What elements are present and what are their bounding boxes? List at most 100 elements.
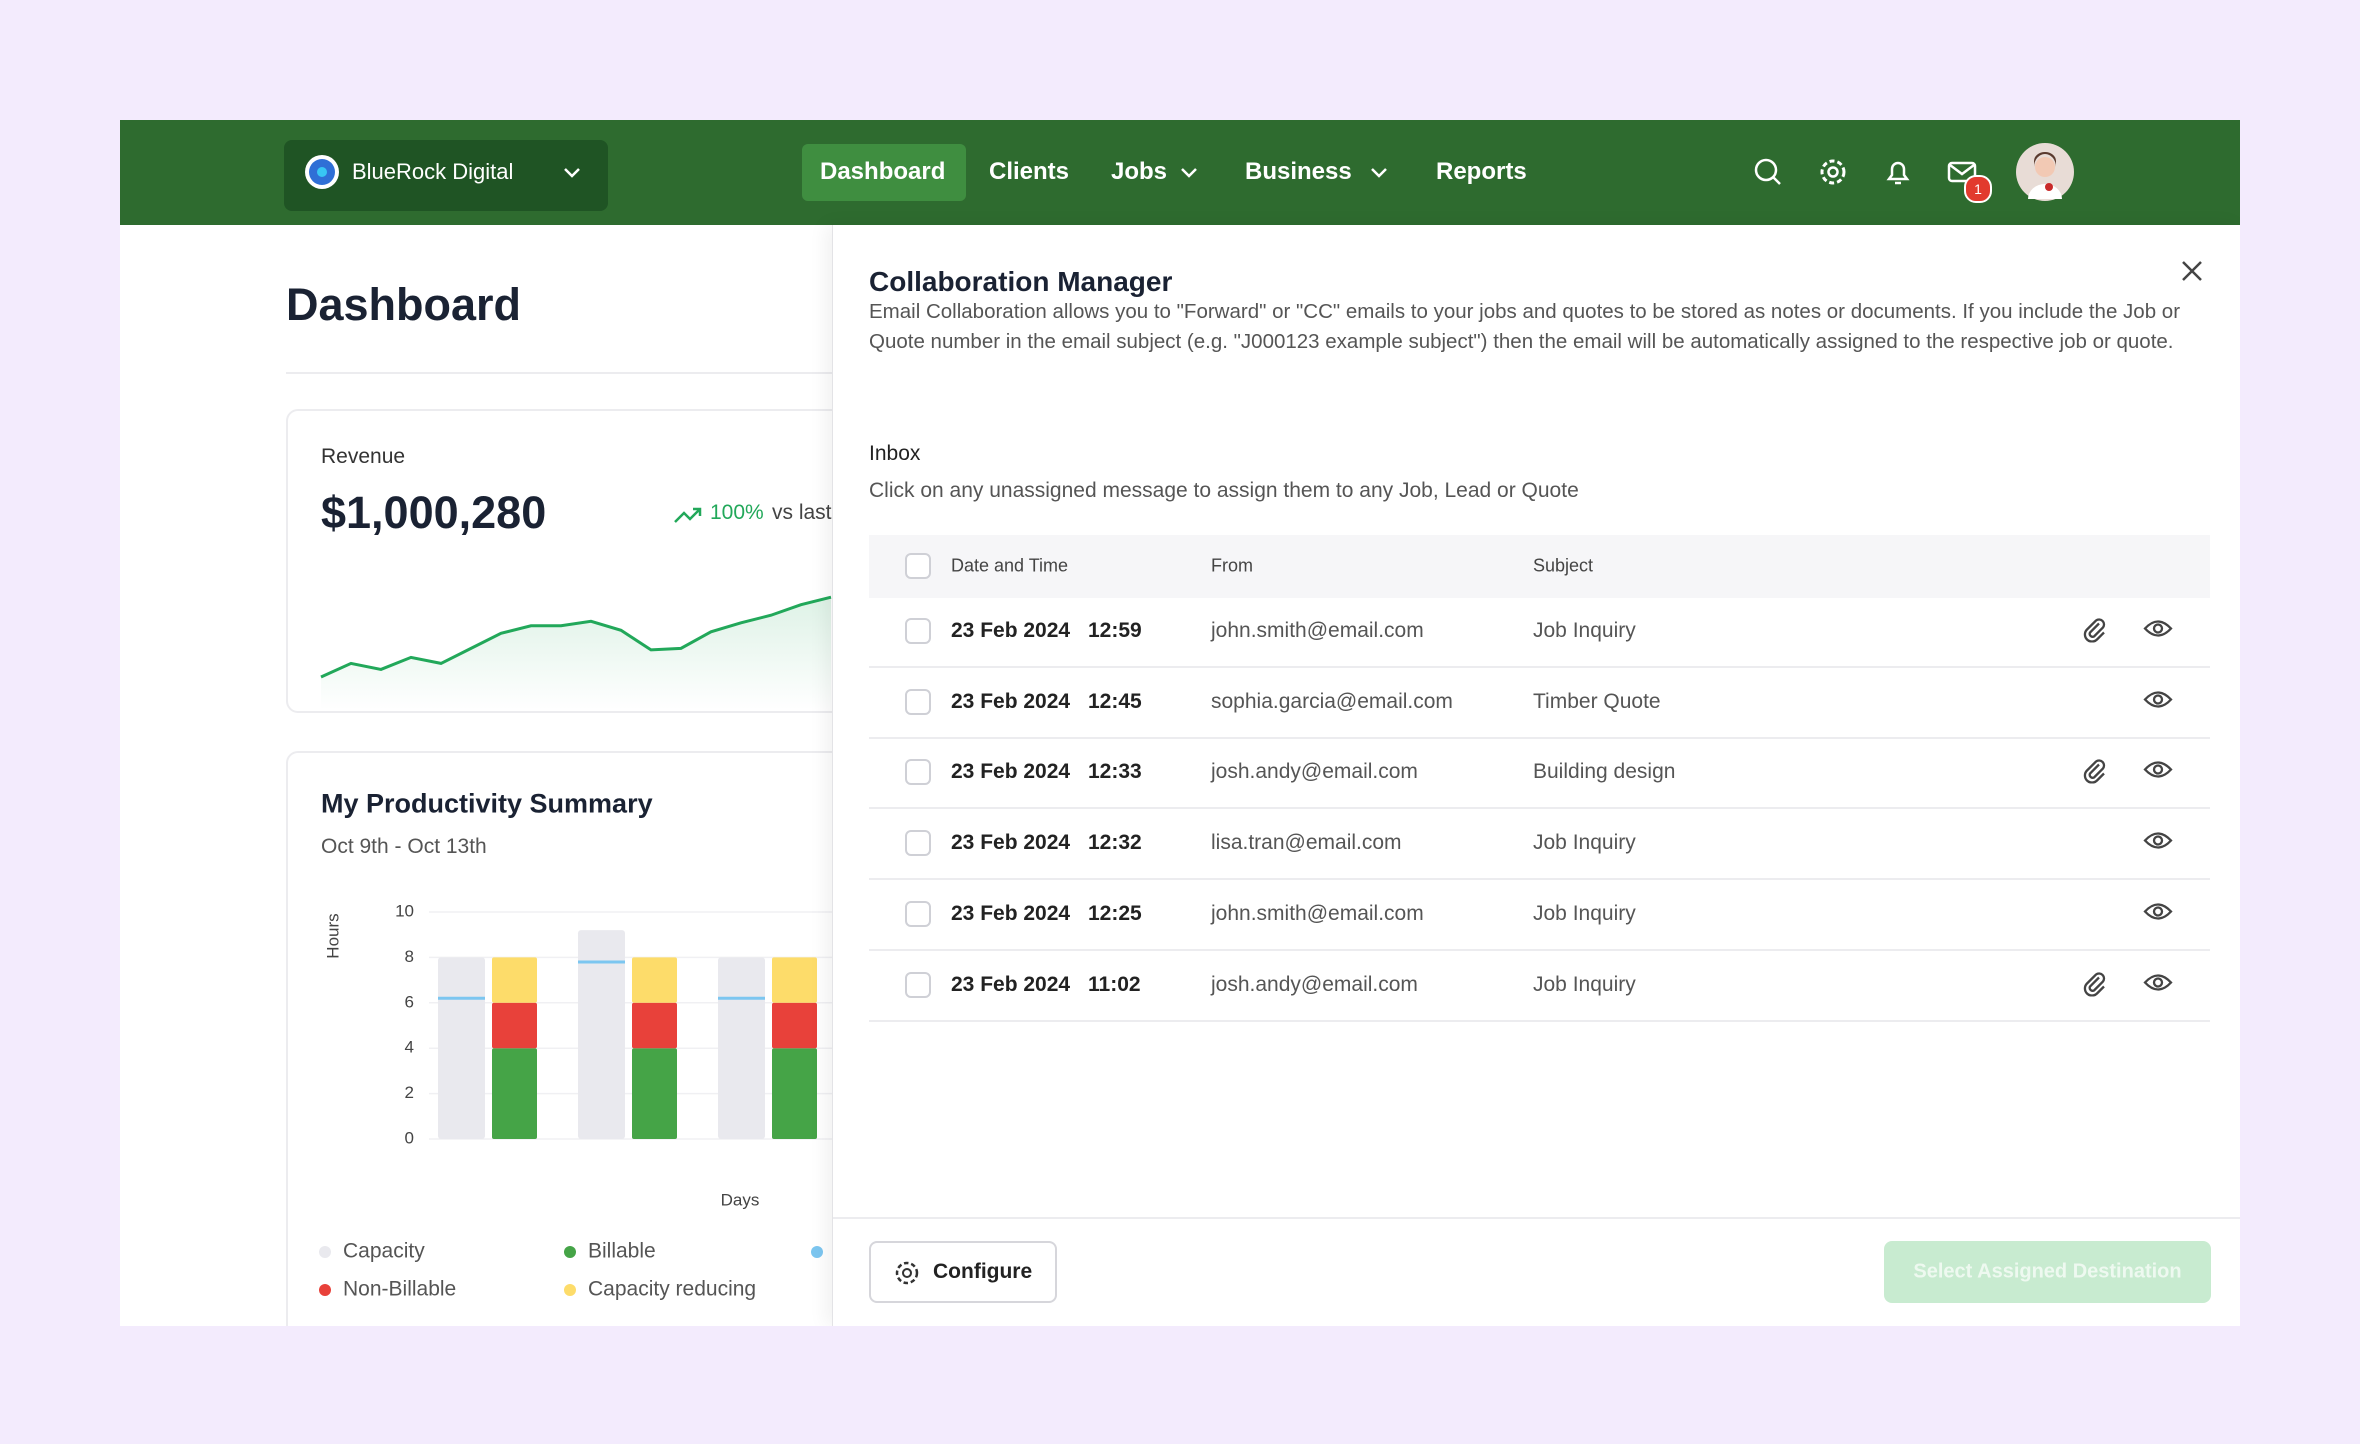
brand-logo <box>305 155 339 189</box>
top-bar: BlueRock Digital Dashboard Clients Jobs … <box>120 120 2240 225</box>
row-subject: Timber Quote <box>1533 689 1661 713</box>
settings-icon[interactable] <box>1817 156 1849 188</box>
column-header: From <box>1211 555 1253 576</box>
assign-label: Select Assigned Destination <box>1913 1260 2182 1283</box>
nav-dashboard[interactable]: Dashboard <box>820 158 946 185</box>
chevron <box>1371 168 1387 178</box>
revenue-change: 100% <box>710 501 764 524</box>
row-checkbox[interactable] <box>905 830 931 857</box>
mail-badge: 1 <box>1964 175 1992 203</box>
row-time: 12:33 <box>1088 760 1142 784</box>
row-divider <box>869 666 2210 668</box>
row-checkbox[interactable] <box>905 900 931 927</box>
revenue-compare: vs last <box>772 501 832 524</box>
configure-button[interactable]: Configure <box>869 1241 1057 1303</box>
capacity-bar <box>578 930 625 1139</box>
view-icon[interactable] <box>2143 970 2173 999</box>
row-subject: Job Inquiry <box>1533 831 1636 855</box>
view-icon[interactable] <box>2143 617 2173 646</box>
attachment-icon[interactable] <box>2079 756 2107 789</box>
view-icon[interactable] <box>2143 687 2173 716</box>
divider <box>286 372 906 374</box>
close-button[interactable] <box>2179 258 2205 284</box>
view-icon[interactable] <box>2143 829 2173 858</box>
legend-dot <box>319 1246 331 1258</box>
brand-name: BlueRock Digital <box>352 159 514 184</box>
row-time: 11:02 <box>1088 972 1141 996</box>
row-divider <box>869 807 2210 810</box>
row-divider <box>869 736 2210 739</box>
mail-icon[interactable] <box>1946 156 1978 188</box>
stacked-bar <box>772 1002 817 1049</box>
row-subject: Job Inquiry <box>1533 901 1636 925</box>
configure-label: Configure <box>933 1260 1033 1283</box>
app-window: BlueRock Digital Dashboard Clients Jobs … <box>120 120 2240 1326</box>
attachment-icon[interactable] <box>2079 968 2107 1001</box>
active-nav-pill <box>802 144 966 201</box>
view-icon[interactable] <box>2143 758 2173 787</box>
legend-label: Capacity reducing <box>588 1278 756 1301</box>
assign-button[interactable]: Select Assigned Destination <box>1884 1241 2211 1303</box>
y-tick-label: 6 <box>405 992 414 1011</box>
footer-divider <box>833 1217 2240 1219</box>
legend-dot <box>811 1246 823 1258</box>
productivity-range: Oct 9th - Oct 13th <box>321 835 487 858</box>
collaboration-modal: Collaboration Manager Email Collaboratio… <box>832 225 2240 1326</box>
row-from: lisa.tran@email.com <box>1211 831 1402 855</box>
legend-dot <box>564 1284 576 1296</box>
row-subject: Building design <box>1533 760 1676 784</box>
productivity-title: My Productivity Summary <box>321 788 653 819</box>
legend-label: Non-Billable <box>343 1278 456 1301</box>
nav-reports[interactable]: Reports <box>1436 158 1527 185</box>
page-title: Dashboard <box>286 279 522 330</box>
row-date: 23 Feb 2024 <box>951 760 1071 784</box>
stacked-bar <box>772 957 817 1003</box>
chevron <box>1181 168 1197 178</box>
view-icon[interactable] <box>2143 899 2173 928</box>
search-icon[interactable] <box>1752 156 1784 188</box>
revenue-amount: $1,000,280 <box>321 487 547 538</box>
inbox-title: Inbox <box>869 442 921 465</box>
row-date: 23 Feb 2024 <box>951 972 1071 996</box>
y-tick-label: 8 <box>405 947 414 966</box>
row-date: 23 Feb 2024 <box>951 689 1071 713</box>
y-tick-label: 2 <box>405 1083 414 1102</box>
capacity-bar <box>438 957 485 1139</box>
sparkline-area <box>321 597 831 710</box>
capacity-bar <box>718 957 765 1139</box>
row-time: 12:25 <box>1088 901 1142 925</box>
trend-icon <box>674 507 702 523</box>
avatar[interactable] <box>2016 143 2074 201</box>
row-from: josh.andy@email.com <box>1211 972 1418 996</box>
column-header: Date and Time <box>951 555 1069 576</box>
stacked-bar <box>772 1048 817 1139</box>
attachment-icon[interactable] <box>2079 615 2107 648</box>
sparkline <box>320 595 832 679</box>
nav-business[interactable]: Business <box>1245 158 1352 185</box>
row-from: josh.andy@email.com <box>1211 760 1418 784</box>
legend-dot <box>564 1246 576 1258</box>
row-checkbox[interactable] <box>905 971 931 998</box>
column-header: Subject <box>1533 555 1594 576</box>
modal-description: Email Collaboration allows you to "Forwa… <box>869 300 2181 353</box>
stacked-bar <box>632 1048 677 1139</box>
nav-clients[interactable]: Clients <box>989 158 1070 185</box>
notifications-icon[interactable] <box>1882 156 1914 188</box>
row-checkbox[interactable] <box>905 618 931 644</box>
stacked-bar <box>632 957 677 1003</box>
row-date: 23 Feb 2024 <box>951 619 1071 642</box>
row-time: 12:32 <box>1088 831 1142 855</box>
nav-jobs[interactable]: Jobs <box>1111 158 1168 185</box>
y-tick-label: 4 <box>405 1038 414 1057</box>
row-checkbox[interactable] <box>905 688 931 715</box>
row-from: sophia.garcia@email.com <box>1211 689 1453 713</box>
revenue-label: Revenue <box>321 445 406 468</box>
stacked-bar <box>492 1048 537 1139</box>
row-divider <box>869 948 2210 951</box>
row-checkbox[interactable] <box>905 759 931 786</box>
row-date: 23 Feb 2024 <box>951 901 1071 925</box>
legend-label: Capacity <box>343 1240 425 1263</box>
select-all-checkbox[interactable] <box>905 553 931 579</box>
stacked-bar <box>632 1002 677 1049</box>
